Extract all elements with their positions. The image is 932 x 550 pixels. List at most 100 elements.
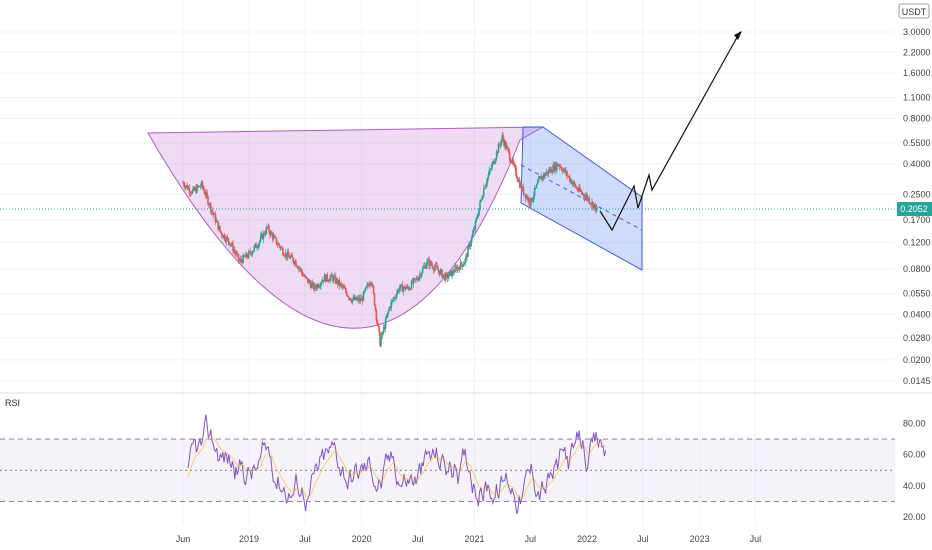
rsi-tick-label: 40.00 <box>903 481 926 491</box>
candle-body <box>309 283 312 288</box>
candle-body <box>428 259 430 267</box>
candle-body <box>579 187 581 191</box>
candle-body <box>500 139 503 145</box>
candle-body <box>594 204 597 212</box>
candle-body <box>478 208 480 216</box>
candle-body <box>316 284 318 289</box>
candle-body <box>572 181 575 184</box>
price-tick-label: 0.8000 <box>903 113 931 123</box>
candle-body <box>194 187 196 191</box>
candle-body <box>559 166 562 168</box>
candle-body <box>242 254 244 264</box>
candle-body <box>286 251 289 258</box>
candle-body <box>331 274 333 277</box>
candle-body <box>339 283 342 286</box>
candle-body <box>312 282 315 290</box>
candle-body <box>296 265 298 267</box>
candle-body <box>497 144 500 154</box>
candle-body <box>333 275 336 277</box>
candle-body <box>361 298 364 301</box>
candle-body <box>203 189 206 194</box>
candle-body <box>296 266 299 269</box>
candle-body <box>394 297 396 299</box>
candle-body <box>187 187 190 190</box>
candle-body <box>508 151 511 160</box>
candle-body <box>409 288 412 290</box>
candle-body <box>259 235 262 241</box>
candle-body <box>491 163 493 169</box>
candle-body <box>401 284 404 292</box>
price-tick-label: 0.0800 <box>903 264 931 274</box>
candle-body <box>552 165 554 173</box>
candle-body <box>444 273 447 281</box>
candle-body <box>586 195 589 200</box>
candle-body <box>290 254 293 257</box>
candle-body <box>368 285 370 287</box>
candle-body <box>416 278 418 280</box>
candle-body <box>542 176 544 178</box>
candle-body <box>350 300 353 303</box>
candle-body <box>421 268 424 273</box>
price-tick-label: 3.0000 <box>903 27 931 37</box>
candle-body <box>418 276 420 281</box>
candle-body <box>417 279 419 281</box>
candle-body <box>385 316 388 319</box>
candle-body <box>197 185 200 188</box>
candle-body <box>537 178 540 183</box>
candle-body <box>333 276 335 281</box>
candle-body <box>318 286 320 288</box>
candle-body <box>495 151 498 159</box>
candle-body <box>343 286 345 289</box>
candle-body <box>292 257 294 262</box>
candle-body <box>425 264 428 269</box>
candle-body <box>460 261 463 265</box>
candle-body <box>377 323 380 327</box>
candle-body <box>458 267 461 270</box>
candle-body <box>544 173 547 176</box>
candle-body <box>390 301 392 309</box>
candle-body <box>330 274 332 278</box>
candle-body <box>493 160 495 164</box>
candle-body <box>459 261 462 270</box>
candle-body <box>231 243 233 245</box>
candle-body <box>550 168 553 173</box>
candle-body <box>592 201 594 209</box>
candle-body <box>507 148 510 152</box>
candle-body <box>531 197 533 202</box>
candle-body <box>427 259 429 261</box>
candle-body <box>496 151 499 154</box>
candle-body <box>590 203 592 205</box>
candle-body <box>408 288 411 290</box>
candle-body <box>184 186 187 188</box>
candle-body <box>525 195 528 199</box>
candle-body <box>215 220 218 223</box>
candle-body <box>389 307 392 309</box>
candle-body <box>240 258 243 261</box>
candle-body <box>560 166 563 170</box>
candle-body <box>386 312 389 317</box>
candle-body <box>288 255 291 259</box>
candle-body <box>543 173 545 178</box>
candle-body <box>354 296 356 300</box>
candle-body <box>234 250 236 253</box>
candle-body <box>554 163 556 172</box>
candle-body <box>223 234 226 240</box>
descending-channel <box>520 126 643 271</box>
candle-body <box>189 192 192 194</box>
candle-body <box>556 163 558 170</box>
candle-body <box>277 243 280 245</box>
candle-body <box>587 197 590 200</box>
candle-body <box>562 169 565 172</box>
candle-body <box>200 181 203 187</box>
candle-body <box>282 248 284 255</box>
price-tick-label: 0.0550 <box>903 289 931 299</box>
candle-body <box>341 284 343 287</box>
candle-body <box>473 228 476 230</box>
candle-body <box>308 280 310 283</box>
candle-body <box>278 243 281 247</box>
candle-body <box>294 260 296 264</box>
candle-body <box>298 267 301 269</box>
candle-body <box>503 139 505 146</box>
candle-body <box>461 264 464 267</box>
